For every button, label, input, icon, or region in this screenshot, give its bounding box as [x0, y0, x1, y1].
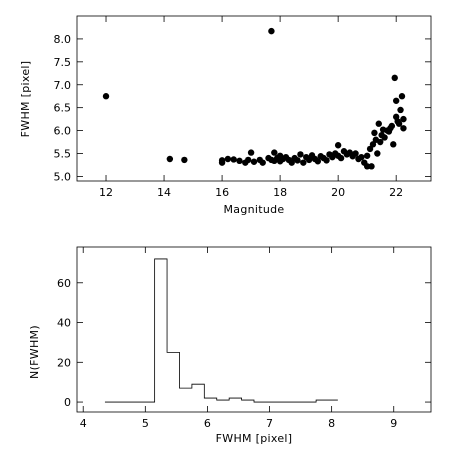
scatter-x-tick-label: 16 [215, 186, 229, 199]
scatter-point [337, 154, 345, 162]
scatter-point [236, 157, 243, 165]
scatter-point [244, 156, 252, 164]
histogram-y-axis-label: N(FWHM) [28, 325, 41, 379]
scatter-point [363, 152, 371, 159]
scatter-y-tick-label: 6.5 [54, 102, 72, 115]
scatter-y-tick-label: 7.0 [54, 79, 72, 92]
scatter-y-tick-label: 7.5 [54, 56, 72, 69]
histogram-y-tick-label: 20 [57, 356, 71, 369]
scatter-point [224, 155, 232, 163]
scatter-y-tick-label: 6.0 [54, 125, 72, 138]
scatter-point [374, 150, 381, 157]
histogram-x-tick-label: 4 [80, 417, 87, 430]
scatter-x-tick-label: 22 [389, 186, 403, 199]
scatter-x-tick-label: 12 [99, 186, 113, 199]
scatter-x-tick-label: 14 [157, 186, 171, 199]
scatter-point [366, 145, 374, 153]
scatter-point [368, 163, 375, 170]
scatter-point [300, 159, 307, 166]
scatter-plot-frame [76, 15, 432, 182]
fwhm-histogram-chart: 4 5 6 7 8 9 0 20 40 60 FWHM [pixel] N(FWHM) [28, 246, 432, 445]
scatter-point [375, 120, 382, 127]
histogram-y-tick-label: 60 [57, 277, 71, 290]
histogram-bars [104, 258, 338, 403]
histogram-y-tick-label: 0 [64, 396, 71, 409]
scatter-point [397, 106, 404, 114]
scatter-point [314, 158, 322, 165]
scatter-point [250, 158, 258, 165]
histogram-x-axis-label: FWHM [pixel] [216, 432, 293, 445]
scatter-point [391, 74, 398, 82]
histogram-x-tick-label: 8 [328, 417, 335, 430]
scatter-point [305, 156, 313, 164]
scatter-point [395, 120, 403, 127]
histogram-x-tick-label: 6 [204, 417, 211, 430]
scatter-x-tick-label: 18 [273, 186, 287, 199]
scatter-point [181, 156, 188, 164]
scatter-point [400, 125, 407, 132]
scatter-x-axis-label: Magnitude [224, 203, 285, 216]
histogram-x-tick-label: 9 [390, 417, 397, 430]
scatter-y-tick-label: 5.5 [54, 148, 72, 161]
scatter-point [358, 153, 365, 161]
scatter-y-axis-label: FWHM [pixel] [19, 61, 32, 138]
scatter-point [102, 93, 110, 100]
scatter-point [392, 97, 400, 104]
scatter-axis-ticks: 12 14 16 18 20 22 5.0 5.5 6.0 6.5 7.0 7.5 8.0 [54, 16, 431, 199]
scatter-point [247, 149, 255, 156]
scatter-points [102, 27, 407, 170]
scatter-point [268, 27, 275, 35]
scatter-point [218, 157, 226, 164]
scatter-point [398, 93, 406, 100]
scatter-point [297, 151, 304, 158]
scatter-point [400, 115, 407, 123]
scatter-point [288, 159, 295, 166]
scatter-point [166, 155, 174, 163]
scatter-point [334, 142, 342, 149]
scatter-point [259, 159, 266, 166]
scatter-x-tick-label: 20 [331, 186, 345, 199]
magnitude-vs-fwhm-scatter-chart: 12 14 16 18 20 22 5.0 5.5 6.0 6.5 7.0 7.5 8.0 Magnit… [19, 15, 432, 216]
scatter-point [271, 149, 278, 156]
scatter-point [388, 122, 396, 130]
scatter-point [390, 141, 397, 148]
scatter-point [381, 134, 388, 141]
scatter-y-tick-label: 5.0 [54, 170, 72, 183]
histogram-x-tick-label: 5 [142, 417, 149, 430]
scatter-point [371, 129, 378, 137]
scatter-point [294, 157, 301, 164]
scatter-point [323, 157, 330, 164]
histogram-x-tick-label: 7 [266, 417, 273, 430]
scatter-point [377, 138, 384, 146]
scatter-y-tick-label: 8.0 [54, 33, 72, 46]
histogram-plot-frame [76, 246, 432, 413]
histogram-axis-ticks: 4 5 6 7 8 9 0 20 40 60 [57, 247, 431, 430]
scatter-point [369, 141, 377, 148]
scatter-point [230, 156, 237, 163]
scatter-point [352, 150, 359, 157]
histogram-y-tick-label: 40 [57, 317, 71, 330]
